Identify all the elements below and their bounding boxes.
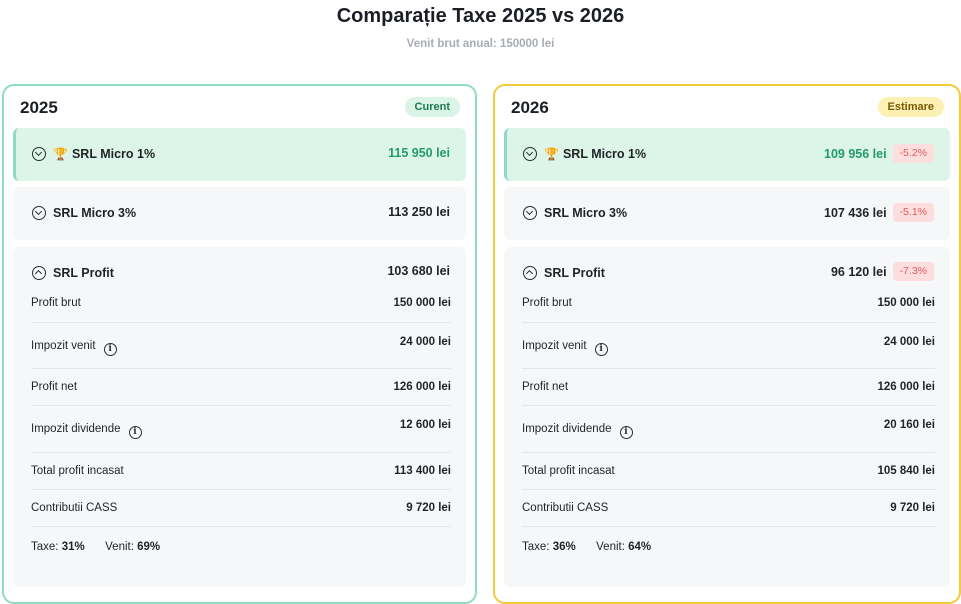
taxe-label: Taxe:: [31, 541, 59, 553]
detail-row: Impozit venit i 24 000 lei: [31, 323, 451, 369]
chevron-down-icon[interactable]: [32, 206, 46, 220]
option-name: SRL Micro 3%: [544, 206, 628, 220]
option-srl-micro-1[interactable]: 🏆 SRL Micro 1% 115 950 lei: [13, 128, 466, 181]
detail-value: 105 840 lei: [877, 465, 935, 477]
diff-badge: -7.3%: [892, 262, 934, 281]
detail-row: Contributii CASS 9 720 lei: [522, 490, 935, 527]
taxe-value: 36%: [552, 541, 576, 553]
info-icon[interactable]: i: [128, 426, 142, 439]
option-srl-micro-3[interactable]: SRL Micro 3% 107 436 lei -5.1%: [504, 187, 950, 240]
chevron-down-icon[interactable]: [523, 206, 537, 220]
option-srl-profit[interactable]: SRL Profit 103 680 lei Profit brut 150 0…: [13, 247, 466, 587]
detail-row: Contributii CASS 9 720 lei: [31, 490, 451, 527]
chevron-down-icon[interactable]: [32, 147, 46, 161]
option-name: SRL Profit: [53, 266, 114, 280]
option-name: SRL Micro 3%: [53, 206, 137, 220]
diff-badge: -5.1%: [892, 203, 934, 222]
page-subtitle: Venit brut anual: 150000 lei: [406, 38, 555, 50]
trophy-icon: 🏆: [544, 147, 559, 161]
detail-value: 20 160 lei: [883, 419, 935, 431]
detail-label: Profit brut: [31, 297, 81, 309]
detail-label: Impozit dividende: [31, 423, 121, 435]
detail-value: 24 000 lei: [883, 336, 935, 348]
taxe-label: Taxe:: [522, 541, 550, 553]
detail-value: 150 000 lei: [877, 297, 935, 309]
detail-label: Profit net: [522, 381, 569, 393]
option-value: 103 680 lei: [387, 264, 450, 278]
detail-label: Contributii CASS: [522, 502, 609, 514]
card-year: 2026: [511, 98, 549, 117]
venit-value: 64%: [628, 541, 652, 553]
profit-details: Profit brut 150 000 lei Impozit venit i 2…: [522, 293, 935, 527]
detail-label: Contributii CASS: [31, 502, 118, 514]
option-value: 115 950 lei: [388, 146, 450, 160]
profit-details: Profit brut 150 000 lei Impozit venit i 2…: [31, 293, 451, 527]
option-value: 107 436 lei: [824, 205, 887, 220]
chevron-up-icon[interactable]: [32, 266, 46, 280]
venit-label: Venit:: [596, 541, 625, 553]
option-srl-micro-1[interactable]: 🏆 SRL Micro 1% 109 956 lei -5.2%: [504, 128, 950, 181]
option-name: SRL Micro 1%: [71, 147, 156, 161]
card-2026: 2026 Estimare 🏆 SRL Micro 1% 109 956 lei…: [493, 84, 961, 604]
detail-label: Total profit incasat: [31, 465, 124, 477]
option-name: SRL Micro 1%: [562, 147, 647, 161]
chevron-up-icon[interactable]: [523, 266, 537, 280]
tax-summary: Taxe: 31% Venit: 69%: [31, 541, 160, 553]
info-icon[interactable]: i: [103, 343, 117, 356]
trophy-icon: 🏆: [53, 147, 68, 161]
detail-row: Impozit dividende i 12 600 lei: [31, 406, 451, 453]
option-value: 109 956 lei: [824, 146, 887, 161]
detail-value: 9 720 lei: [890, 502, 935, 514]
detail-label: Profit brut: [522, 297, 572, 309]
detail-value: 12 600 lei: [399, 419, 451, 431]
chevron-down-icon[interactable]: [523, 147, 537, 161]
detail-row: Profit net 126 000 lei: [31, 369, 451, 406]
detail-value: 9 720 lei: [406, 502, 451, 514]
detail-row: Profit brut 150 000 lei: [31, 293, 451, 323]
tax-summary: Taxe: 36% Venit: 64%: [522, 541, 651, 553]
detail-value: 113 400 lei: [394, 465, 451, 477]
detail-row: Impozit venit i 24 000 lei: [522, 323, 935, 369]
taxe-value: 31%: [61, 541, 85, 553]
status-badge: Curent: [404, 97, 460, 117]
detail-row: Total profit incasat 113 400 lei: [31, 453, 451, 490]
diff-badge: -5.2%: [892, 144, 934, 163]
info-icon[interactable]: i: [619, 426, 633, 439]
detail-row: Profit brut 150 000 lei: [522, 293, 935, 323]
detail-label: Total profit incasat: [522, 465, 615, 477]
venit-label: Venit:: [105, 541, 134, 553]
option-value: 113 250 lei: [388, 205, 450, 219]
detail-label: Impozit venit: [31, 340, 96, 352]
detail-label: Impozit venit: [522, 340, 587, 352]
detail-label: Impozit dividende: [522, 423, 612, 435]
detail-label: Profit net: [31, 381, 78, 393]
detail-row: Impozit dividende i 20 160 lei: [522, 406, 935, 453]
card-2025: 2025 Curent 🏆 SRL Micro 1% 115 950 lei S…: [2, 84, 477, 604]
info-icon[interactable]: i: [594, 343, 608, 356]
option-srl-micro-3[interactable]: SRL Micro 3% 113 250 lei: [13, 187, 466, 240]
option-name: SRL Profit: [544, 266, 605, 280]
option-srl-profit[interactable]: SRL Profit 96 120 lei -7.3% Profit brut …: [504, 247, 950, 587]
page-title: Comparație Taxe 2025 vs 2026: [336, 5, 625, 27]
card-year: 2025: [20, 98, 58, 117]
detail-value: 126 000 lei: [877, 381, 935, 393]
detail-row: Total profit incasat 105 840 lei: [522, 453, 935, 490]
venit-value: 69%: [137, 541, 161, 553]
status-badge: Estimare: [877, 97, 944, 117]
detail-row: Profit net 126 000 lei: [522, 369, 935, 406]
option-value: 96 120 lei: [830, 264, 887, 279]
detail-value: 126 000 lei: [393, 381, 451, 393]
detail-value: 24 000 lei: [399, 336, 451, 348]
detail-value: 150 000 lei: [393, 297, 451, 309]
